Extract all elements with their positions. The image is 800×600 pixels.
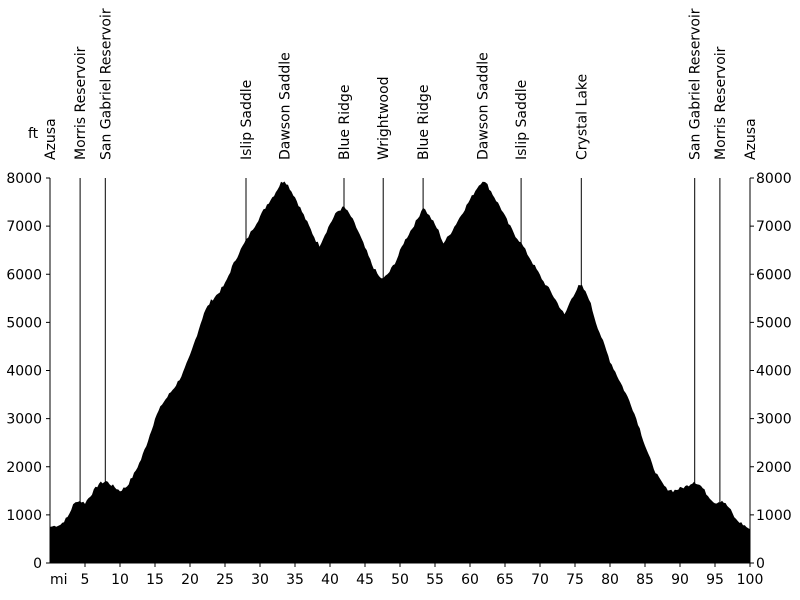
x-tick-label: 55 bbox=[426, 572, 444, 588]
landmark-label: Blue Ridge bbox=[337, 85, 353, 160]
landmark-label: Dawson Saddle bbox=[476, 52, 492, 160]
x-tick-label: 80 bbox=[601, 572, 619, 588]
x-tick-label: 95 bbox=[706, 572, 724, 588]
y-tick-label-right: 8000 bbox=[756, 171, 792, 187]
x-tick-label: 15 bbox=[146, 572, 164, 588]
landmark-labels: Azusa Morris Reservoir San Gabriel Reservo… bbox=[43, 8, 759, 160]
x-tick-label: 70 bbox=[531, 572, 549, 588]
x-tick-label: 35 bbox=[286, 572, 304, 588]
y-ticks-right: 0 1000 2000 3000 4000 5000 6000 7000 8000 bbox=[750, 171, 792, 572]
y-tick-label-right: 4000 bbox=[756, 364, 792, 380]
landmark-label: Azusa bbox=[43, 118, 59, 160]
landmark-label: Islip Saddle bbox=[514, 80, 530, 160]
y-tick-label-left: 6000 bbox=[6, 267, 42, 283]
x-tick-label: 45 bbox=[356, 572, 374, 588]
x-tick-label: 10 bbox=[111, 572, 129, 588]
y-tick-label-right: 0 bbox=[756, 556, 765, 572]
landmark-label: Morris Reservoir bbox=[73, 46, 89, 160]
elevation-area bbox=[50, 181, 750, 563]
landmark-label: Wrightwood bbox=[376, 76, 392, 160]
y-ticks-left: 0 1000 2000 3000 4000 5000 6000 7000 8000 bbox=[6, 171, 50, 572]
x-tick-label: 5 bbox=[81, 572, 90, 588]
x-tick-label: 30 bbox=[251, 572, 269, 588]
x-axis-label: mi bbox=[50, 572, 68, 588]
landmark-label: Crystal Lake bbox=[574, 74, 590, 160]
y-tick-label-left: 2000 bbox=[6, 460, 42, 476]
landmark-label: Morris Reservoir bbox=[713, 46, 729, 160]
y-tick-label-right: 3000 bbox=[756, 412, 792, 428]
landmark-label: San Gabriel Reservoir bbox=[688, 8, 704, 160]
y-tick-label-left: 8000 bbox=[6, 171, 42, 187]
landmark-label: Azusa bbox=[743, 118, 759, 160]
y-tick-label-right: 1000 bbox=[756, 508, 792, 524]
y-tick-label-right: 7000 bbox=[756, 219, 792, 235]
y-tick-label-right: 5000 bbox=[756, 315, 792, 331]
y-tick-label-left: 5000 bbox=[6, 315, 42, 331]
landmark-lines bbox=[79, 178, 721, 563]
area-layer bbox=[50, 181, 750, 563]
y-tick-label-left: 3000 bbox=[6, 412, 42, 428]
x-tick-label: 90 bbox=[671, 572, 689, 588]
x-tick-label: 60 bbox=[461, 572, 479, 588]
x-tick-label: 25 bbox=[216, 572, 234, 588]
y-axis-label: ft bbox=[28, 126, 39, 142]
y-tick-label-right: 2000 bbox=[756, 460, 792, 476]
x-tick-label: 75 bbox=[566, 572, 584, 588]
x-tick-label: 65 bbox=[496, 572, 514, 588]
x-tick-label: 85 bbox=[636, 572, 654, 588]
y-tick-label-left: 0 bbox=[33, 556, 42, 572]
landmark-label: San Gabriel Reservoir bbox=[98, 8, 114, 160]
landmark-label: Dawson Saddle bbox=[278, 52, 294, 160]
x-tick-label: 40 bbox=[321, 572, 339, 588]
landmark-label: Islip Saddle bbox=[239, 80, 255, 160]
x-tick-label: 100 bbox=[737, 572, 764, 588]
y-tick-label-left: 4000 bbox=[6, 364, 42, 380]
y-tick-label-right: 6000 bbox=[756, 267, 792, 283]
landmark-label: Blue Ridge bbox=[416, 85, 432, 160]
x-tick-label: 20 bbox=[181, 572, 199, 588]
x-ticks: 5 10 15 20 25 30 35 40 45 50 55 60 65 70 75 80 85 90 95 100 bbox=[81, 563, 764, 588]
y-tick-label-left: 1000 bbox=[6, 508, 42, 524]
y-tick-label-left: 7000 bbox=[6, 219, 42, 235]
x-tick-label: 50 bbox=[391, 572, 409, 588]
